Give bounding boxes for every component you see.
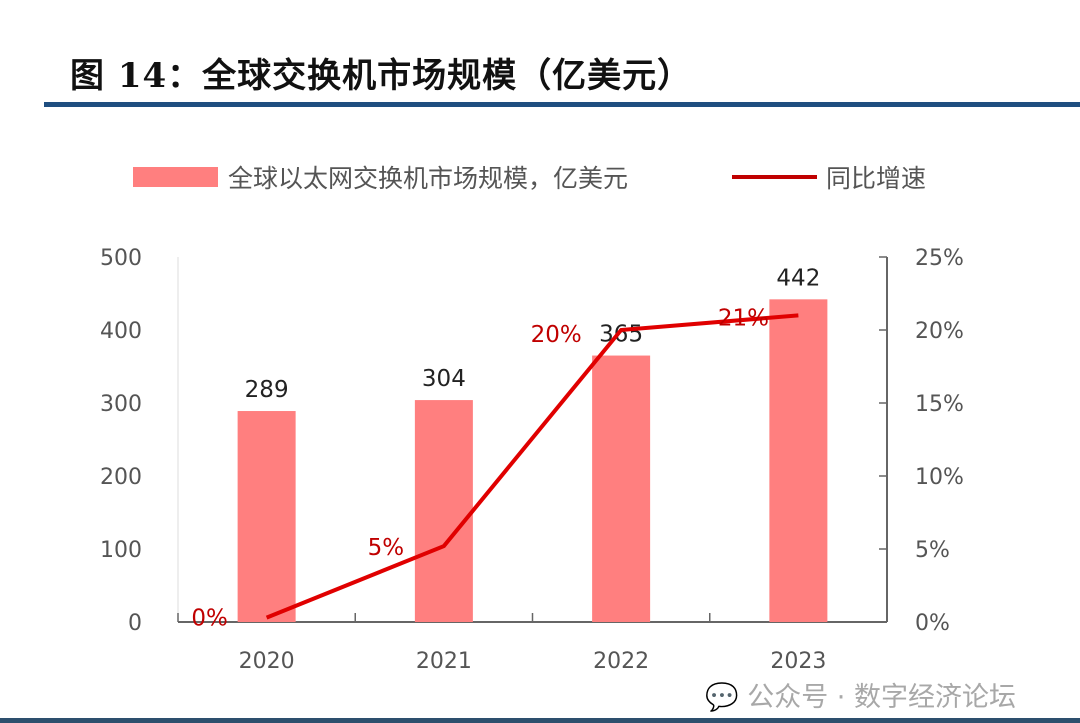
legend-label-line: 同比增速 [826,164,926,193]
x-tick-label: 2021 [416,649,472,674]
bottom-rule [0,718,1080,723]
right-tick-label: 5% [915,538,950,563]
x-tick-label: 2023 [770,649,826,674]
left-tick-label: 400 [100,319,142,344]
right-tick-label: 25% [915,246,964,271]
figure-title: 图 14：全球交换机市场规模（亿美元） [70,56,693,96]
line-data-label: 5% [368,535,405,561]
left-tick-label: 0 [128,611,142,636]
title-rule [44,102,1080,107]
x-tick-label: 2020 [239,649,295,674]
growth-line [265,313,799,620]
legend-swatch-bar [133,167,218,187]
left-tick-label: 200 [100,465,142,490]
wechat-icon: 💬 [705,682,739,713]
bar [592,355,651,622]
line-data-label: 20% [531,322,582,348]
watermark-text: 公众号 · 数字经济论坛 [747,682,1016,713]
right-tick-label: 15% [915,392,964,417]
bar-data-label: 365 [599,322,643,348]
bar-data-label: 289 [245,377,289,403]
bar-data-label: 304 [422,366,466,392]
left-tick-label: 300 [100,392,142,417]
legend-label-bar: 全球以太网交换机市场规模，亿美元 [228,164,628,193]
bar [414,400,473,622]
line-data-label: 0% [191,606,228,632]
x-tick-label: 2022 [593,649,649,674]
left-tick-label: 500 [100,246,142,271]
bar [769,299,828,622]
bar-data-label: 442 [776,265,820,291]
left-tick-label: 100 [100,538,142,563]
right-tick-label: 0% [915,611,950,636]
bar [237,411,296,622]
right-tick-label: 10% [915,465,964,490]
right-tick-label: 20% [915,319,964,344]
watermark: 💬 公众号 · 数字经济论坛 [705,682,1016,714]
line-data-label: 21% [718,305,769,331]
